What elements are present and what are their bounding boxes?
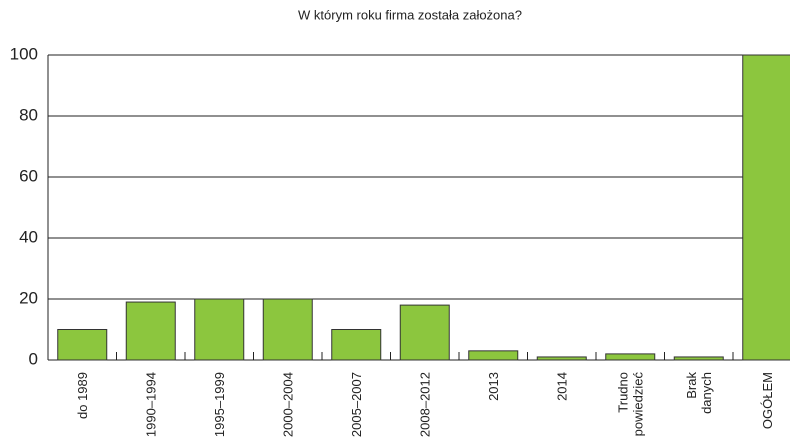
bar [331, 329, 382, 361]
x-tick-label: 2008–2012 [417, 372, 433, 438]
y-tick-label: 40 [19, 227, 38, 246]
bar [468, 350, 519, 361]
bar [125, 301, 176, 361]
y-tick-label: 100 [10, 44, 38, 63]
x-tick-label: 1990–1994 [143, 372, 159, 438]
bar [605, 353, 656, 361]
y-tick-label: 60 [19, 166, 38, 185]
x-tick-label: 1995–1999 [211, 372, 227, 438]
y-tick-label: 20 [19, 288, 38, 307]
x-tick-label: 2000–2004 [280, 372, 296, 438]
bar [536, 356, 587, 361]
x-tick-label: do 1989 [74, 372, 90, 419]
x-tick-label: 2013 [485, 372, 501, 401]
x-tick-label: Trudno powiedzieć [615, 372, 646, 437]
x-tick-label: OGÓŁEM [759, 372, 775, 430]
bar [57, 329, 108, 361]
y-tick-label: 80 [19, 105, 38, 124]
x-tick-label: Brak danych [683, 372, 714, 414]
x-tick-label: 2005–2007 [348, 372, 364, 438]
bar [399, 304, 450, 361]
bar [194, 298, 245, 361]
bar [673, 356, 724, 361]
chart-title: W którym roku firma została założona? [298, 7, 522, 22]
bar [262, 298, 313, 361]
x-tick-label: 2014 [554, 372, 570, 401]
bar [742, 54, 790, 361]
y-tick-label: 0 [29, 349, 38, 368]
